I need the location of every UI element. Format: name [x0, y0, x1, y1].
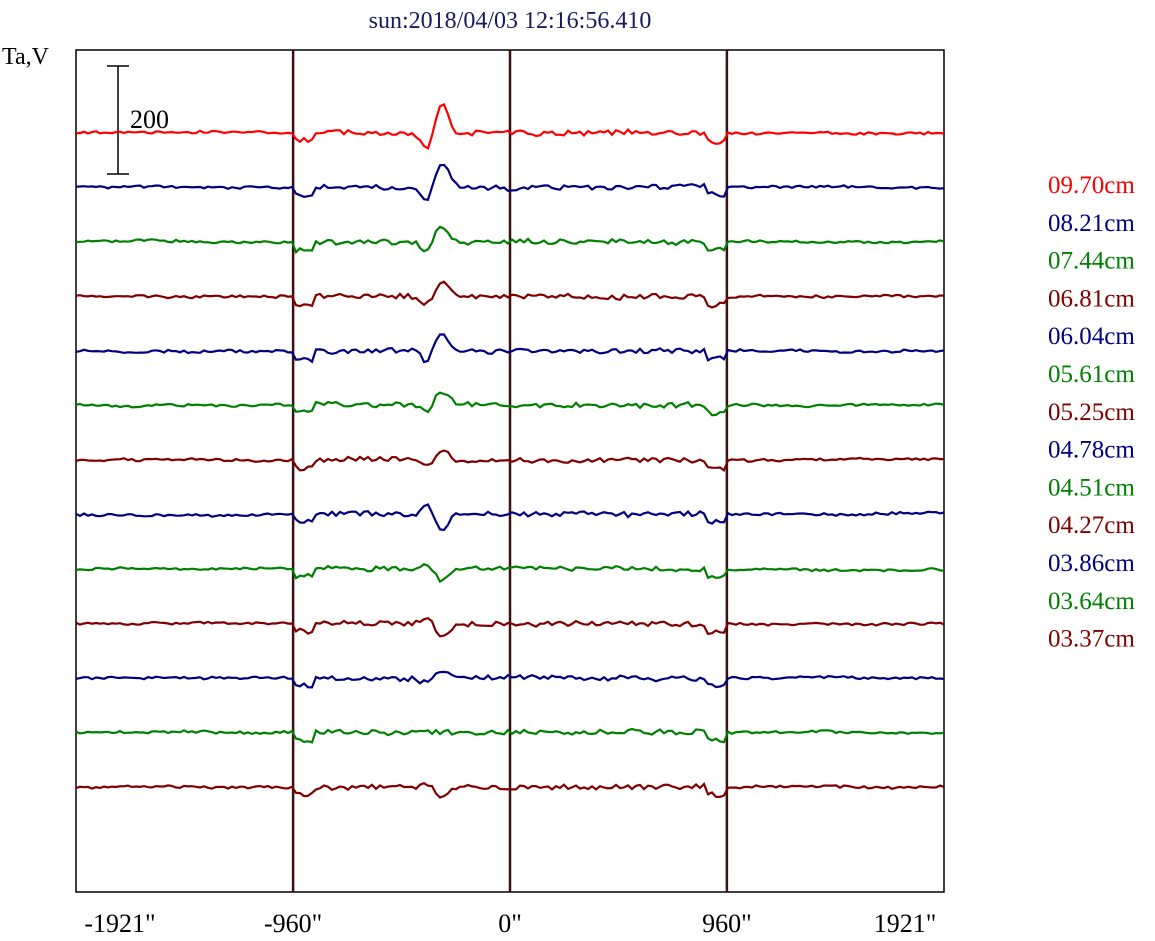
series-line-05.61cm — [75, 391, 945, 417]
x-tick-labels: -1921" -960" 0" 960" 1921" — [84, 909, 936, 938]
chart-title: sun:2018/04/03 12:16:56.410 — [369, 8, 652, 34]
series-line-06.04cm — [75, 333, 945, 364]
series-line-03.64cm — [75, 727, 945, 744]
x-tick-label: -1921" — [84, 909, 155, 938]
series-line-09.70cm — [75, 103, 945, 150]
series-line-07.44cm — [75, 225, 945, 255]
series-line-04.27cm — [75, 616, 945, 638]
x-tick-label: 0" — [498, 909, 522, 938]
legend-entry: 06.04cm — [1048, 323, 1135, 350]
series-line-04.78cm — [75, 503, 945, 532]
series-line-08.21cm — [75, 163, 945, 202]
y-axis-label: Ta,V — [2, 44, 50, 70]
x-tick-label: 1921" — [874, 909, 937, 938]
legend: 09.70cm 08.21cm 07.44cm 06.81cm 06.04cm 05.61… — [1048, 172, 1135, 653]
legend-entry: 05.61cm — [1048, 361, 1135, 388]
x-tick-label: 960" — [702, 909, 752, 938]
series-line-06.81cm — [75, 280, 945, 309]
scale-bar: 200 — [107, 65, 169, 175]
legend-entry: 09.70cm — [1048, 172, 1135, 199]
series-line-03.86cm — [75, 670, 945, 689]
series-line-05.25cm — [75, 449, 944, 472]
scale-bar-label: 200 — [130, 105, 169, 134]
legend-entry: 05.25cm — [1048, 399, 1135, 426]
series-lines — [75, 103, 945, 799]
legend-entry: 04.27cm — [1048, 512, 1135, 539]
x-tick-label: -960" — [264, 909, 322, 938]
legend-entry: 06.81cm — [1048, 285, 1135, 312]
series-line-04.51cm — [75, 562, 945, 584]
legend-entry: 07.44cm — [1048, 248, 1135, 275]
legend-entry: 03.64cm — [1048, 588, 1135, 615]
legend-entry: 04.78cm — [1048, 437, 1135, 464]
legend-entry: 04.51cm — [1048, 474, 1135, 501]
series-line-03.37cm — [75, 781, 945, 799]
legend-entry: 08.21cm — [1048, 210, 1135, 237]
legend-entry: 03.86cm — [1048, 550, 1135, 577]
vertical-markers — [291, 50, 729, 892]
legend-entry: 03.37cm — [1048, 626, 1135, 653]
